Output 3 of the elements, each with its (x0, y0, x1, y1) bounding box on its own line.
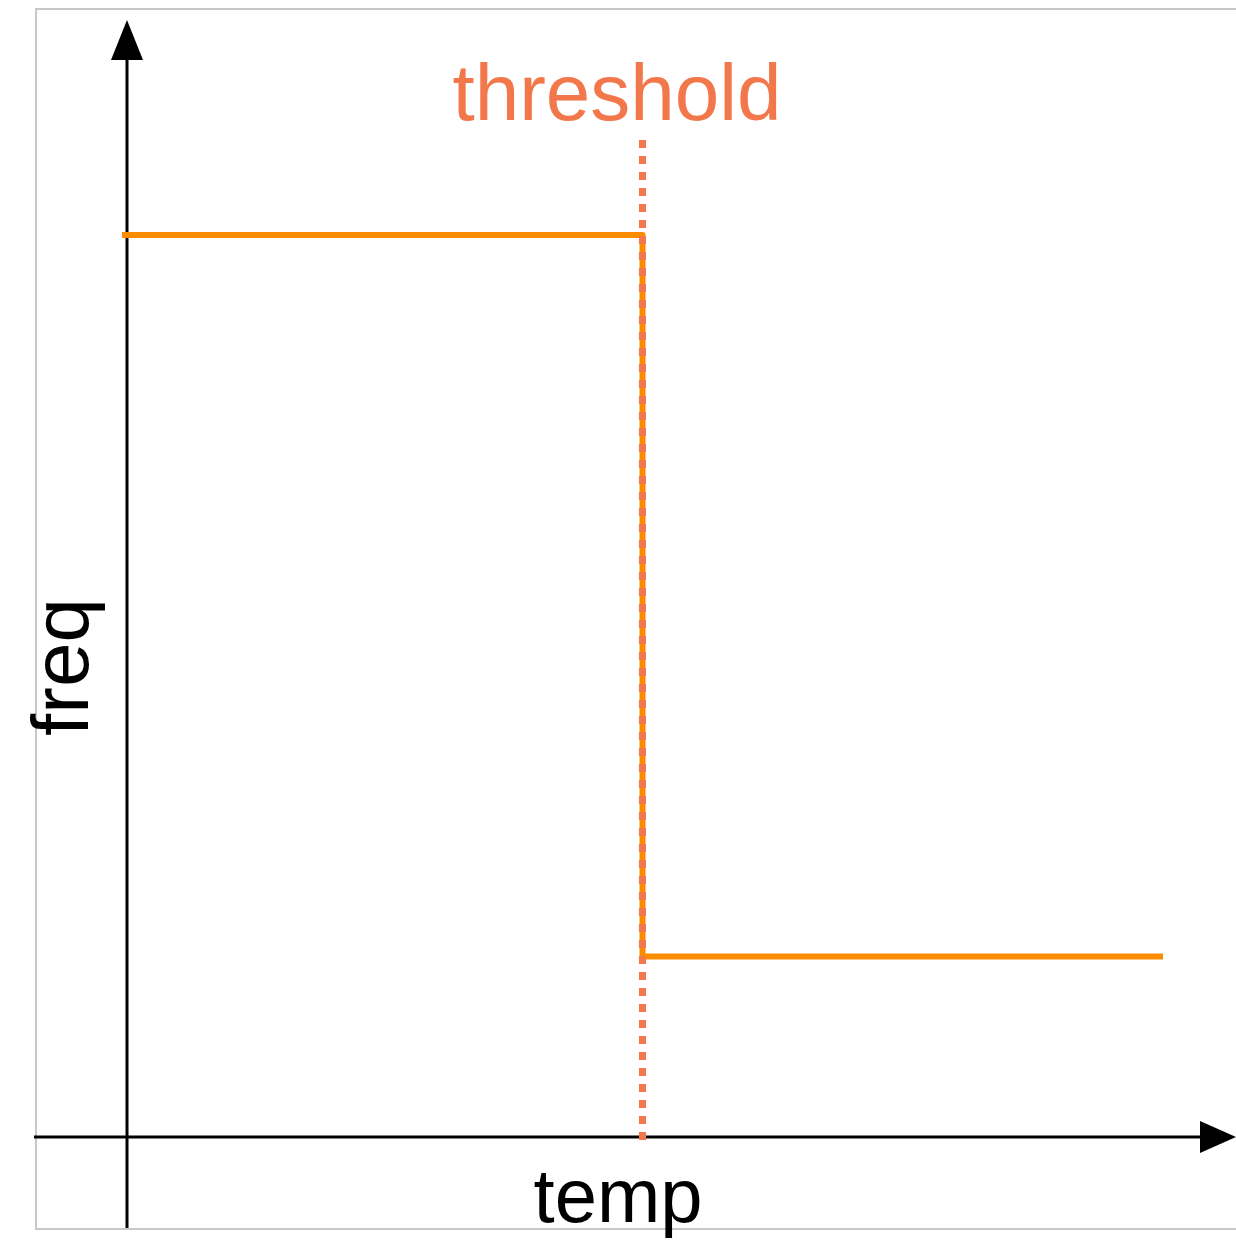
text: threshold (452, 48, 782, 137)
x-axis-title: temp (533, 1153, 703, 1238)
y-axis-title: freq (16, 598, 105, 736)
